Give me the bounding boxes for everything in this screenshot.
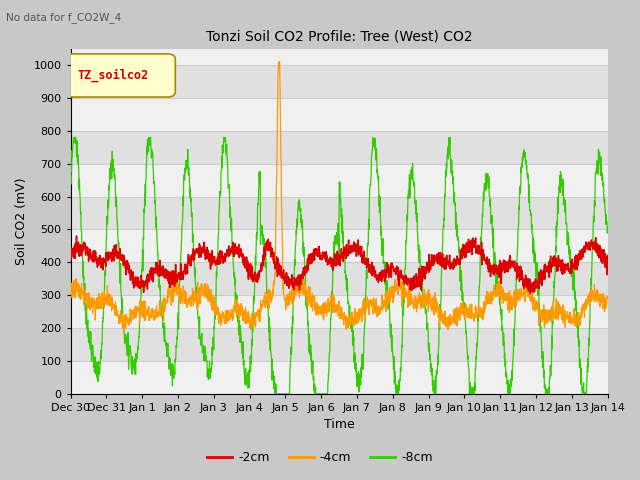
Title: Tonzi Soil CO2 Profile: Tree (West) CO2: Tonzi Soil CO2 Profile: Tree (West) CO2 [206, 29, 472, 43]
Text: TZ_soilco2: TZ_soilco2 [77, 69, 149, 83]
Legend: -2cm, -4cm, -8cm: -2cm, -4cm, -8cm [202, 446, 438, 469]
Bar [70, 49, 607, 65]
Bar [70, 65, 607, 98]
Bar [70, 328, 607, 361]
Bar [70, 361, 607, 394]
Bar [70, 263, 607, 295]
Y-axis label: Soil CO2 (mV): Soil CO2 (mV) [15, 178, 28, 265]
Bar [70, 131, 607, 164]
Bar [70, 164, 607, 197]
Bar [70, 98, 607, 131]
FancyBboxPatch shape [65, 54, 175, 97]
Bar [70, 229, 607, 263]
Bar [70, 295, 607, 328]
Text: No data for f_CO2W_4: No data for f_CO2W_4 [6, 12, 122, 23]
Bar [70, 197, 607, 229]
X-axis label: Time: Time [324, 419, 355, 432]
